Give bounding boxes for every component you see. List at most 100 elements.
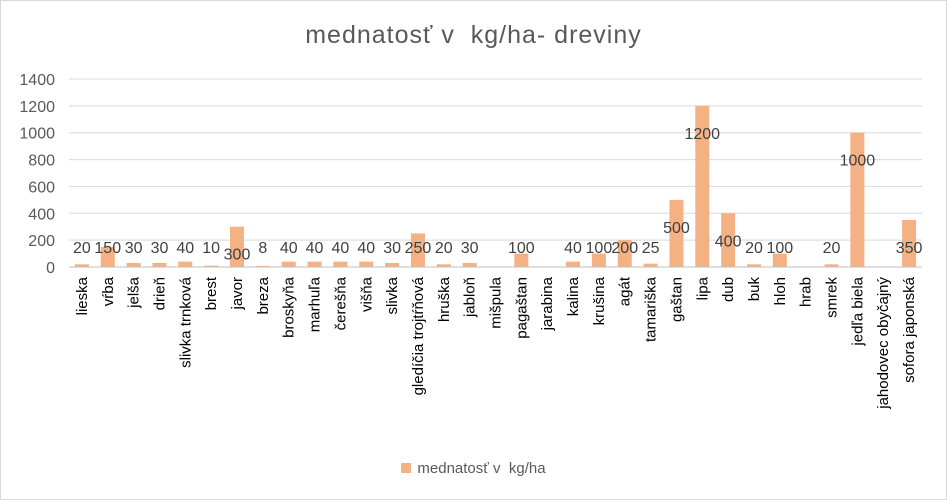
y-tick-label: 0: [46, 260, 55, 277]
legend-label: mednatosť v kg/ha: [417, 460, 546, 477]
x-tick-label: gaštan: [668, 277, 685, 322]
x-tick-label: brest: [203, 276, 220, 310]
x-tick-label: smrek: [824, 277, 841, 318]
x-tick-label: čerešňa: [332, 276, 349, 330]
x-tick-label: buk: [746, 277, 763, 302]
bar: [617, 240, 632, 267]
x-tick-label: jelša: [126, 276, 143, 309]
x-tick-label: lieska: [74, 276, 91, 315]
x-tick-label: jahodovec obyčajný: [875, 277, 892, 410]
bar: [281, 261, 296, 267]
y-tick-label: 1200: [19, 99, 55, 116]
x-tick-label: gledíčia trojtŕňová: [410, 276, 427, 395]
x-tick-label: hloh: [772, 277, 789, 305]
data-label: 40: [357, 240, 375, 257]
legend: mednatosť v kg/ha: [1, 460, 946, 477]
bar: [591, 253, 606, 267]
bar: [643, 263, 658, 267]
data-label: 8: [258, 240, 267, 257]
y-tick-label: 1400: [19, 72, 55, 89]
bar: [902, 220, 917, 267]
data-label: 400: [715, 233, 742, 250]
data-label: 40: [280, 240, 298, 257]
bar: [772, 253, 787, 267]
chart-title: mednatosť v kg/ha- dreviny: [305, 21, 642, 49]
x-tick-label: vŕba: [100, 276, 117, 306]
data-label: 1200: [684, 126, 720, 143]
bar: [514, 253, 529, 267]
data-label: 100: [766, 240, 793, 257]
bar: [307, 261, 322, 267]
bar: [566, 261, 581, 267]
x-tick-label: slivka: [384, 276, 401, 314]
bar: [462, 262, 477, 267]
data-label: 30: [151, 240, 169, 257]
y-tick-label: 400: [28, 206, 55, 223]
data-label: 350: [896, 240, 923, 257]
data-label: 10: [202, 240, 220, 257]
data-label: 100: [508, 240, 535, 257]
bar: [385, 262, 400, 267]
legend-swatch: [401, 463, 412, 473]
x-tick-label: marhuľa: [307, 276, 324, 332]
data-label: 20: [73, 240, 91, 257]
data-label: 40: [306, 240, 324, 257]
bar: [669, 199, 684, 267]
bar: [255, 265, 270, 267]
data-label: 100: [586, 240, 613, 257]
bar: [436, 264, 451, 267]
bar: [721, 213, 736, 267]
y-tick-label: 1000: [19, 126, 55, 143]
x-tick-label: višňa: [358, 276, 375, 312]
bar: [74, 264, 89, 267]
x-tick-label: pagaštan: [513, 277, 530, 339]
data-label: 40: [176, 240, 194, 257]
bar: [359, 261, 374, 267]
bar: [746, 264, 761, 267]
x-tick-label: drieň: [151, 277, 168, 310]
data-label: 40: [332, 240, 350, 257]
x-tick-label: agát: [617, 276, 634, 306]
x-tick-label: jedľa biela: [849, 276, 866, 346]
x-tick-label: jarabina: [539, 276, 556, 331]
x-tick-label: tamariška: [643, 276, 660, 342]
data-label: 1000: [840, 153, 876, 170]
x-tick-label: jabloň: [462, 277, 479, 318]
y-tick-label: 200: [28, 233, 55, 250]
x-tick-label: hruška: [436, 276, 453, 322]
data-label: 40: [564, 240, 582, 257]
bar: [824, 264, 839, 267]
x-tick-label: krušina: [591, 276, 608, 325]
y-tick-label: 800: [28, 153, 55, 170]
data-label: 30: [125, 240, 143, 257]
x-tick-label: kalina: [565, 276, 582, 316]
bar: [178, 261, 193, 267]
data-label: 25: [642, 240, 660, 257]
bar: [695, 105, 710, 267]
x-tick-label: sofora japonská: [901, 276, 918, 383]
x-tick-label: slivka trnková: [177, 276, 194, 368]
bar: [333, 261, 348, 267]
data-label: 150: [94, 240, 121, 257]
data-label: 200: [611, 240, 638, 257]
data-label: 30: [383, 240, 401, 257]
x-tick-label: breza: [255, 276, 272, 314]
bar: [204, 265, 219, 267]
x-tick-label: dub: [720, 277, 737, 302]
bar: [152, 262, 167, 267]
data-label: 30: [461, 240, 479, 257]
data-label: 500: [663, 220, 690, 237]
x-tick-label: mišpula: [488, 276, 505, 328]
x-tick-label: broskyňa: [281, 276, 298, 338]
data-label: 20: [745, 240, 763, 257]
data-label: 20: [435, 240, 453, 257]
bar: [850, 132, 865, 267]
bar: [126, 262, 141, 267]
bar: [230, 226, 245, 267]
x-tick-label: javor: [229, 277, 246, 311]
bar: [100, 246, 115, 267]
y-tick-label: 600: [28, 179, 55, 196]
x-tick-label: lipa: [694, 276, 711, 300]
